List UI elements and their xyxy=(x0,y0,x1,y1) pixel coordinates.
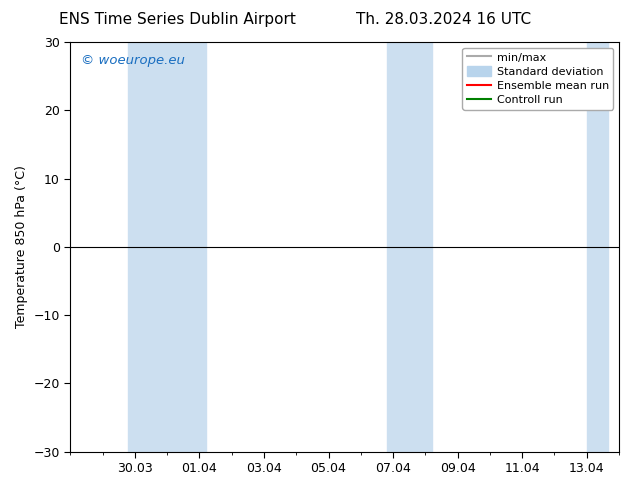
Bar xyxy=(387,42,432,452)
Text: © woeurope.eu: © woeurope.eu xyxy=(81,54,185,67)
Bar xyxy=(129,42,206,452)
Text: Th. 28.03.2024 16 UTC: Th. 28.03.2024 16 UTC xyxy=(356,12,531,27)
Y-axis label: Temperature 850 hPa (°C): Temperature 850 hPa (°C) xyxy=(15,166,28,328)
Legend: min/max, Standard deviation, Ensemble mean run, Controll run: min/max, Standard deviation, Ensemble me… xyxy=(462,48,614,110)
Text: ENS Time Series Dublin Airport: ENS Time Series Dublin Airport xyxy=(59,12,296,27)
Bar xyxy=(586,42,609,452)
